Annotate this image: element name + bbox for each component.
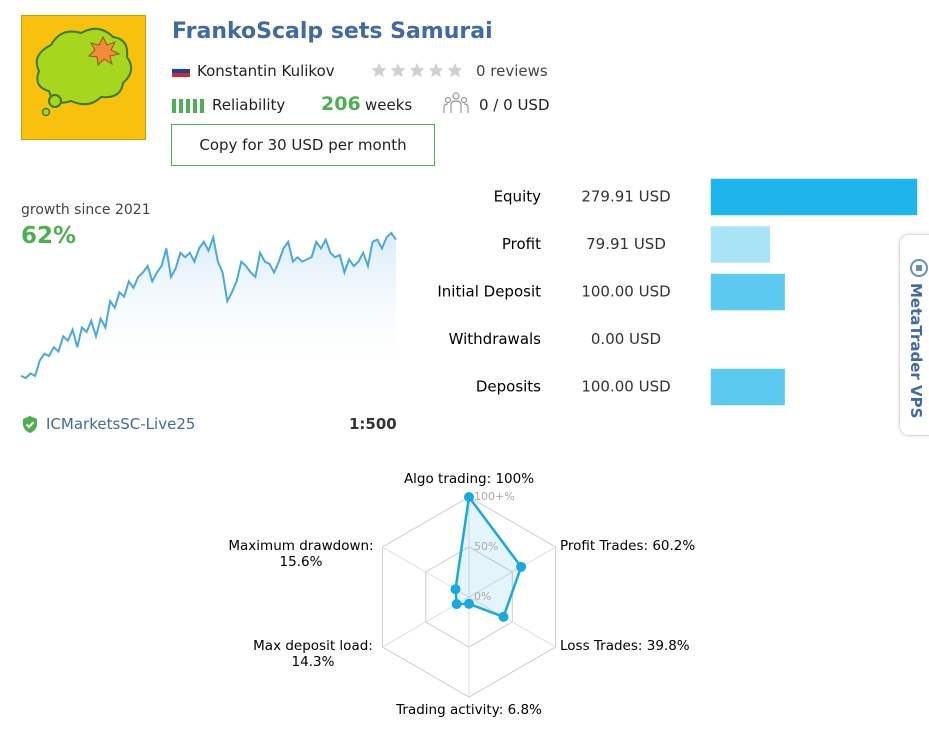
broker[interactable]: ICMarketsSC-Live25 [46, 415, 196, 433]
stat-label: Deposits [476, 378, 541, 396]
rating-stars [371, 63, 463, 78]
weeks-value: 206 [321, 93, 361, 115]
radar-label: 15.6% [280, 554, 323, 570]
reliability-label: Reliability [212, 96, 286, 114]
growth-caption: growth since 2021 [21, 202, 151, 218]
growth-chart [20, 231, 397, 380]
radar-point [464, 598, 474, 609]
weeks-unit: weeks [365, 96, 413, 114]
stat-value: 279.91 USD [581, 188, 670, 206]
subscribers-icon [443, 92, 469, 113]
radar-point [451, 599, 462, 610]
growth-value: 62% [21, 223, 77, 249]
radar-point [450, 584, 461, 595]
radar-label: Max deposit load: [253, 638, 373, 654]
stat-bar [710, 226, 771, 263]
radar-label: Loss Trades: 39.8% [560, 638, 690, 654]
growth-area [21, 233, 396, 378]
stat-value: 100.00 USD [581, 378, 670, 396]
stat-label: Profit [502, 235, 541, 253]
signal-title[interactable]: FrankoScalp sets Samurai [172, 19, 493, 44]
reviews[interactable]: 0 reviews [476, 62, 548, 80]
copy-button[interactable]: Copy for 30 USD per month [171, 124, 435, 166]
stat-bar [710, 273, 785, 311]
radar-label: Trading activity: 6.8% [395, 702, 542, 718]
stats-chart: Equity 279.91 USD Profit 79.91 USD Initial D… [437, 178, 918, 406]
radar-label: Maximum drawdown: [228, 538, 373, 554]
verified-icon [23, 416, 37, 433]
stat-value: 0.00 USD [591, 330, 661, 348]
reliability-bars [172, 99, 204, 113]
stat-value: 100.00 USD [581, 283, 670, 301]
growth-line [20, 231, 397, 380]
radar-spoke [468, 546, 556, 598]
stat-label: Equity [494, 188, 542, 206]
radar-label: 14.3% [292, 654, 335, 670]
radar-tick-label: 50% [474, 540, 498, 553]
vps-icon [910, 259, 928, 277]
side-tab[interactable]: MetaTrader VPS [899, 234, 929, 436]
subscribers: 0 / 0 USD [479, 96, 550, 114]
radar-label: Profit Trades: 60.2% [560, 538, 695, 554]
flag [172, 65, 190, 77]
radar-point [464, 492, 474, 502]
stat-bar [710, 368, 785, 406]
stat-value: 79.91 USD [586, 235, 666, 253]
radar-tick-label: 100+% [474, 490, 515, 503]
stat-label: Initial Deposit [437, 283, 541, 301]
radar-label: Algo trading: 100% [404, 471, 534, 487]
radar-point [498, 611, 509, 622]
side-tab-label[interactable]: MetaTrader VPS [907, 283, 925, 419]
stat-bar [710, 178, 918, 216]
stat-label: Withdrawals [449, 330, 542, 348]
radar-spoke [468, 596, 556, 648]
radar-point [516, 561, 527, 572]
leverage: 1:500 [349, 415, 397, 433]
author[interactable]: Konstantin Kulikov [197, 62, 335, 80]
radar-chart: 100+% 50% 0% Algo trading: 100% Profit Trade… [228, 471, 695, 718]
radar-tick-label: 0% [474, 590, 491, 603]
avatar [21, 15, 146, 140]
